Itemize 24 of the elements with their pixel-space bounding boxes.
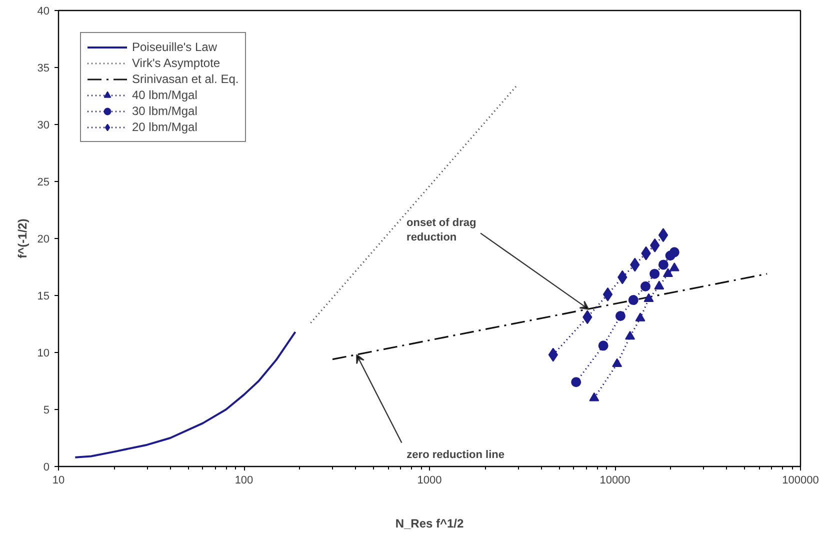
- x-tick-label: 10000: [600, 474, 630, 486]
- y-tick-label: 10: [37, 348, 50, 360]
- legend-label: 30 lbm/Mgal: [132, 103, 198, 119]
- annotation: onset of drag reduction: [406, 216, 476, 244]
- annotation: zero reduction line: [406, 448, 504, 461]
- y-tick-label: 15: [37, 290, 50, 302]
- y-tick-label: 5: [43, 404, 50, 416]
- legend-label: Virk's Asymptote: [132, 55, 220, 71]
- x-tick-label: 100000: [782, 474, 819, 486]
- x-tick-label: 10: [52, 474, 65, 486]
- y-tick-label: 40: [37, 6, 50, 18]
- y-tick-label: 30: [37, 120, 50, 132]
- y-axis-title: f^(-1/2): [15, 218, 30, 258]
- x-axis-title: N_Res f^1/2: [395, 516, 464, 530]
- x-tick-label: 100: [234, 474, 254, 486]
- legend-label: Srinivasan et al. Eq.: [132, 71, 239, 87]
- legend-label: Poiseuille's Law: [132, 39, 218, 55]
- y-tick-label: 0: [43, 462, 50, 474]
- y-tick-label: 25: [37, 176, 50, 188]
- y-tick-label: 20: [37, 234, 50, 246]
- x-tick-label: 1000: [417, 474, 442, 486]
- legend-label: 40 lbm/Mgal: [132, 87, 198, 103]
- legend-label: 20 lbm/Mgal: [132, 119, 198, 135]
- y-tick-label: 35: [37, 62, 50, 74]
